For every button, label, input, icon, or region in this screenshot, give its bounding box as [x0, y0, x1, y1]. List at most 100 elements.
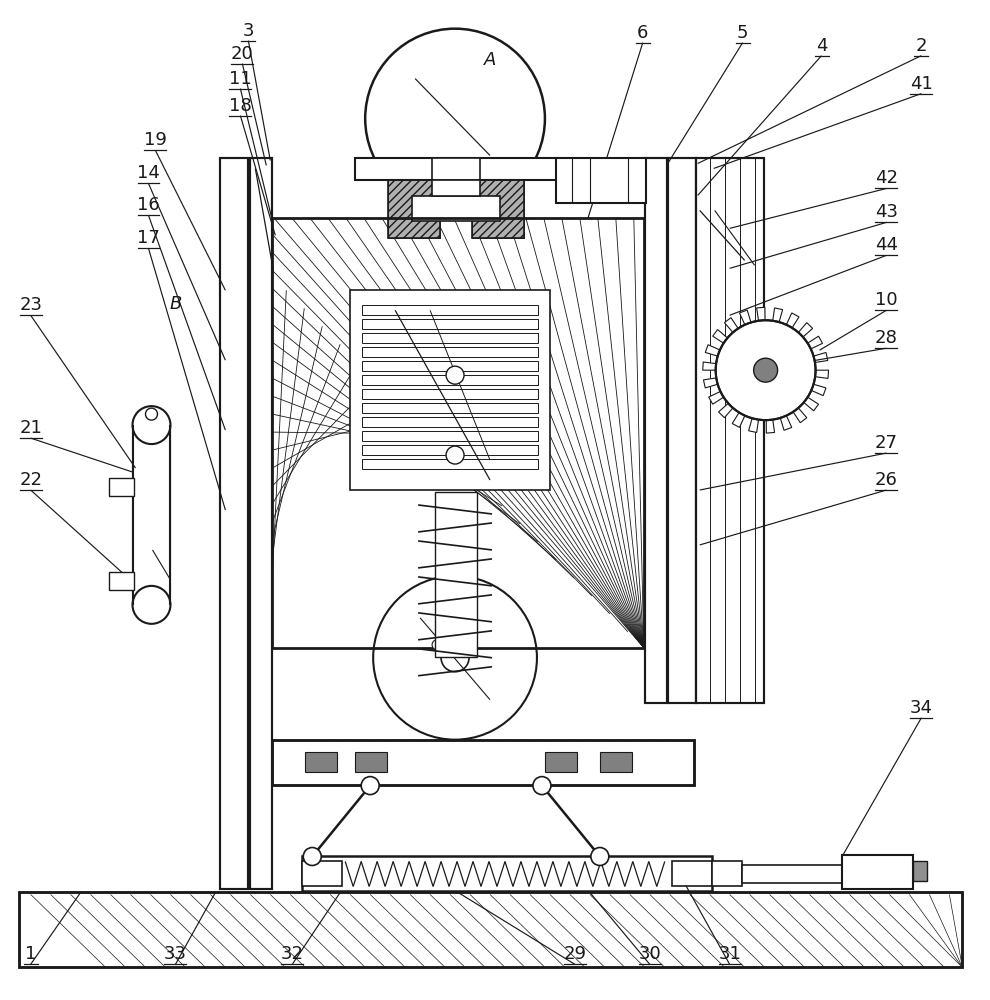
Circle shape — [446, 446, 464, 464]
Text: 20: 20 — [231, 45, 253, 63]
Circle shape — [533, 777, 550, 795]
Bar — [305, 752, 338, 772]
Bar — [362, 361, 538, 371]
Text: 29: 29 — [563, 945, 586, 963]
Bar — [221, 158, 248, 889]
Circle shape — [446, 366, 464, 384]
Text: 21: 21 — [19, 419, 43, 437]
Bar — [362, 319, 538, 329]
Polygon shape — [815, 370, 829, 378]
Polygon shape — [766, 420, 774, 433]
Circle shape — [716, 320, 816, 420]
Polygon shape — [798, 323, 813, 337]
Text: 26: 26 — [875, 471, 898, 489]
Text: 30: 30 — [639, 945, 661, 963]
Circle shape — [133, 586, 170, 624]
Bar — [221, 158, 248, 889]
Text: 3: 3 — [243, 22, 254, 40]
Text: 1: 1 — [25, 945, 37, 963]
Text: 11: 11 — [229, 70, 251, 88]
Bar — [696, 158, 763, 703]
Polygon shape — [793, 408, 807, 423]
Text: 28: 28 — [875, 329, 898, 347]
Bar — [109, 572, 134, 590]
Bar — [302, 861, 343, 886]
Bar — [842, 855, 914, 889]
Circle shape — [432, 640, 443, 650]
Bar — [432, 180, 480, 196]
Bar — [362, 431, 538, 441]
Bar — [696, 158, 763, 703]
Circle shape — [146, 408, 157, 420]
Text: 42: 42 — [875, 169, 898, 187]
Bar — [362, 305, 538, 315]
Text: 33: 33 — [164, 945, 187, 963]
Bar — [362, 403, 538, 413]
Polygon shape — [808, 336, 823, 349]
Bar — [272, 218, 644, 648]
Text: 41: 41 — [910, 75, 933, 93]
Text: B: B — [169, 295, 181, 313]
Circle shape — [753, 358, 777, 382]
Bar — [362, 333, 538, 343]
Bar — [668, 158, 696, 703]
Bar — [250, 158, 272, 889]
Circle shape — [303, 848, 321, 865]
Polygon shape — [709, 391, 724, 404]
Polygon shape — [804, 397, 819, 411]
Circle shape — [361, 777, 379, 795]
Circle shape — [133, 406, 170, 444]
Bar — [133, 422, 170, 607]
Bar — [362, 459, 538, 469]
Bar — [472, 180, 524, 238]
Bar — [302, 856, 712, 891]
Text: 5: 5 — [737, 24, 748, 42]
Polygon shape — [814, 352, 828, 362]
Bar — [250, 158, 272, 889]
Bar — [435, 492, 477, 657]
Bar — [644, 158, 666, 703]
Bar — [472, 180, 524, 238]
Polygon shape — [725, 318, 739, 332]
Text: 18: 18 — [229, 97, 251, 115]
Polygon shape — [773, 308, 783, 322]
Bar — [362, 445, 538, 455]
Text: 10: 10 — [875, 291, 898, 309]
Bar — [672, 861, 712, 886]
Bar — [272, 218, 644, 648]
Polygon shape — [704, 378, 718, 388]
Bar — [600, 752, 632, 772]
Bar — [362, 375, 538, 385]
Bar — [914, 861, 928, 881]
Bar — [19, 892, 962, 967]
Circle shape — [442, 644, 469, 672]
Bar — [544, 752, 577, 772]
Text: 22: 22 — [19, 471, 43, 489]
Text: 31: 31 — [718, 945, 742, 963]
Text: 34: 34 — [910, 699, 933, 717]
Bar — [644, 158, 666, 703]
Text: 4: 4 — [816, 37, 828, 55]
Bar — [432, 158, 480, 180]
Bar — [355, 158, 560, 180]
Text: 16: 16 — [137, 196, 159, 214]
Polygon shape — [780, 416, 792, 430]
Text: 43: 43 — [875, 203, 898, 221]
Bar — [272, 740, 694, 785]
Polygon shape — [756, 307, 765, 321]
Bar — [109, 478, 134, 496]
Circle shape — [591, 848, 609, 865]
Circle shape — [373, 576, 537, 740]
Text: 23: 23 — [19, 296, 43, 314]
Bar — [668, 158, 696, 703]
Polygon shape — [786, 313, 799, 328]
Text: 19: 19 — [144, 131, 167, 149]
Bar — [350, 290, 549, 490]
Text: 32: 32 — [281, 945, 304, 963]
Text: 17: 17 — [137, 229, 160, 247]
Polygon shape — [748, 418, 758, 432]
Polygon shape — [705, 345, 720, 356]
Bar — [355, 752, 387, 772]
Bar — [362, 417, 538, 427]
Bar — [439, 630, 474, 656]
